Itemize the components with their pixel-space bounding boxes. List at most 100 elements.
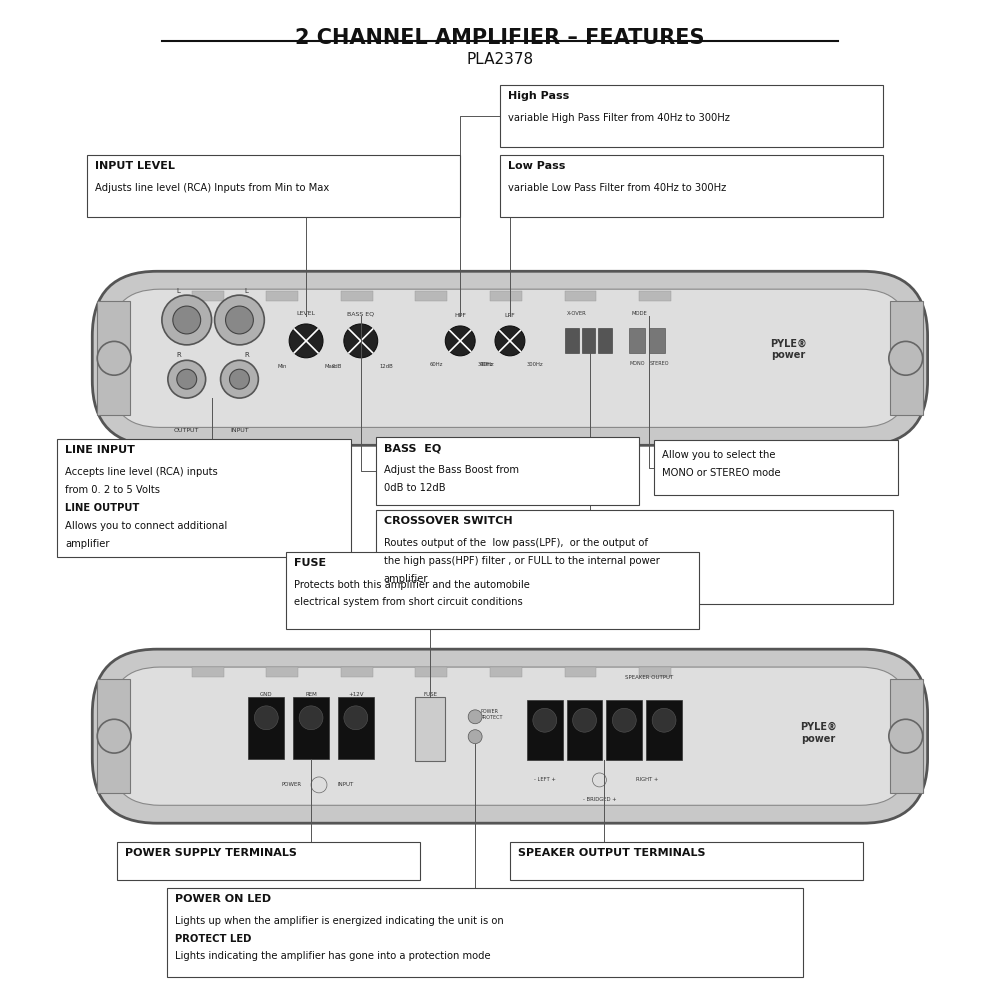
FancyBboxPatch shape: [266, 291, 298, 301]
Text: LINE INPUT: LINE INPUT: [65, 445, 135, 455]
Text: 12dB: 12dB: [380, 364, 393, 369]
Text: SPEAKER OUTPUT TERMINALS: SPEAKER OUTPUT TERMINALS: [518, 848, 705, 858]
FancyBboxPatch shape: [376, 510, 893, 604]
Circle shape: [177, 369, 197, 389]
Text: the high pass(HPF) filter , or FULL to the internal power: the high pass(HPF) filter , or FULL to t…: [384, 556, 660, 566]
Text: Min: Min: [278, 364, 287, 369]
Text: POWER: POWER: [281, 782, 301, 787]
FancyBboxPatch shape: [500, 85, 883, 147]
Text: - LEFT +: - LEFT +: [534, 777, 556, 782]
Text: X-OVER: X-OVER: [567, 311, 586, 316]
Text: Lights up when the amplifier is energized indicating the unit is on: Lights up when the amplifier is energize…: [175, 916, 504, 926]
FancyBboxPatch shape: [890, 301, 923, 415]
FancyBboxPatch shape: [639, 667, 671, 677]
Text: L: L: [177, 288, 181, 294]
Circle shape: [592, 773, 606, 787]
Text: PYLE®
power: PYLE® power: [800, 722, 837, 743]
Text: +12V: +12V: [348, 692, 364, 697]
Text: 0dB to 12dB: 0dB to 12dB: [384, 483, 445, 493]
FancyBboxPatch shape: [415, 291, 447, 301]
FancyBboxPatch shape: [606, 700, 642, 760]
FancyBboxPatch shape: [415, 667, 447, 677]
Circle shape: [173, 306, 201, 334]
Text: R: R: [244, 352, 249, 358]
Text: BASS EQ: BASS EQ: [347, 311, 374, 316]
FancyBboxPatch shape: [341, 667, 373, 677]
FancyBboxPatch shape: [565, 667, 596, 677]
Text: electrical system from short circuit conditions: electrical system from short circuit con…: [294, 597, 523, 607]
Text: variable High Pass Filter from 40Hz to 300Hz: variable High Pass Filter from 40Hz to 3…: [508, 113, 730, 123]
FancyBboxPatch shape: [57, 439, 351, 557]
FancyBboxPatch shape: [582, 328, 595, 353]
Text: Accepts line level (RCA) inputs: Accepts line level (RCA) inputs: [65, 467, 218, 477]
Circle shape: [468, 710, 482, 724]
Text: REM: REM: [305, 692, 317, 697]
Circle shape: [254, 706, 278, 730]
FancyBboxPatch shape: [490, 667, 522, 677]
Text: FUSE: FUSE: [423, 692, 437, 697]
Circle shape: [215, 295, 264, 345]
Text: GND: GND: [260, 692, 273, 697]
Circle shape: [168, 360, 206, 398]
Circle shape: [889, 719, 923, 753]
Text: LEVEL: LEVEL: [297, 311, 316, 316]
Text: FUSE: FUSE: [294, 558, 326, 568]
Circle shape: [221, 360, 258, 398]
Text: 2 CHANNEL AMPLIFIER – FEATURES: 2 CHANNEL AMPLIFIER – FEATURES: [295, 28, 705, 48]
Text: L: L: [244, 288, 248, 294]
Circle shape: [289, 324, 323, 358]
Text: Adjust the Bass Boost from: Adjust the Bass Boost from: [384, 465, 519, 475]
Text: POWER ON LED: POWER ON LED: [175, 894, 271, 904]
Text: MONO: MONO: [629, 361, 645, 366]
Circle shape: [162, 295, 212, 345]
Text: OUTPUT: OUTPUT: [174, 428, 199, 433]
Text: 0dB: 0dB: [332, 364, 342, 369]
Text: HPF: HPF: [454, 313, 466, 318]
Circle shape: [344, 706, 368, 730]
Text: PYLE®
power: PYLE® power: [770, 339, 807, 360]
Circle shape: [652, 708, 676, 732]
Text: 300Hz: 300Hz: [477, 362, 494, 367]
FancyBboxPatch shape: [510, 842, 863, 880]
Circle shape: [97, 719, 131, 753]
Text: Allows you to connect additional: Allows you to connect additional: [65, 521, 228, 531]
Text: - BRIDGED +: - BRIDGED +: [583, 797, 616, 802]
Text: Max: Max: [325, 364, 336, 369]
Text: STEREO: STEREO: [649, 361, 669, 366]
Circle shape: [612, 708, 636, 732]
Text: LINE OUTPUT: LINE OUTPUT: [65, 503, 140, 513]
FancyBboxPatch shape: [567, 700, 602, 760]
FancyBboxPatch shape: [97, 301, 130, 415]
Circle shape: [230, 369, 249, 389]
FancyBboxPatch shape: [87, 155, 460, 217]
FancyBboxPatch shape: [338, 697, 374, 759]
Text: amplifier: amplifier: [65, 539, 110, 549]
FancyBboxPatch shape: [646, 700, 682, 760]
Text: POWER
PROTECT: POWER PROTECT: [480, 709, 503, 720]
Text: LPF: LPF: [505, 313, 515, 318]
FancyBboxPatch shape: [565, 328, 579, 353]
FancyBboxPatch shape: [110, 667, 910, 805]
FancyBboxPatch shape: [97, 679, 130, 793]
Text: amplifier: amplifier: [384, 574, 428, 584]
FancyBboxPatch shape: [117, 842, 420, 880]
Circle shape: [573, 708, 596, 732]
Text: 300Hz: 300Hz: [527, 362, 543, 367]
FancyBboxPatch shape: [248, 697, 284, 759]
FancyBboxPatch shape: [890, 679, 923, 793]
Circle shape: [311, 777, 327, 793]
FancyBboxPatch shape: [376, 437, 639, 505]
FancyBboxPatch shape: [565, 291, 596, 301]
FancyBboxPatch shape: [490, 291, 522, 301]
Text: MODE: MODE: [631, 311, 647, 316]
FancyBboxPatch shape: [527, 700, 563, 760]
Text: Adjusts line level (RCA) Inputs from Min to Max: Adjusts line level (RCA) Inputs from Min…: [95, 183, 330, 193]
Text: 40Hz: 40Hz: [480, 362, 493, 367]
FancyBboxPatch shape: [415, 697, 445, 761]
FancyBboxPatch shape: [629, 328, 645, 353]
Text: High Pass: High Pass: [508, 91, 569, 101]
FancyBboxPatch shape: [266, 667, 298, 677]
Text: PROTECT LED: PROTECT LED: [175, 934, 251, 944]
Text: INPUT: INPUT: [338, 782, 354, 787]
FancyBboxPatch shape: [192, 667, 224, 677]
